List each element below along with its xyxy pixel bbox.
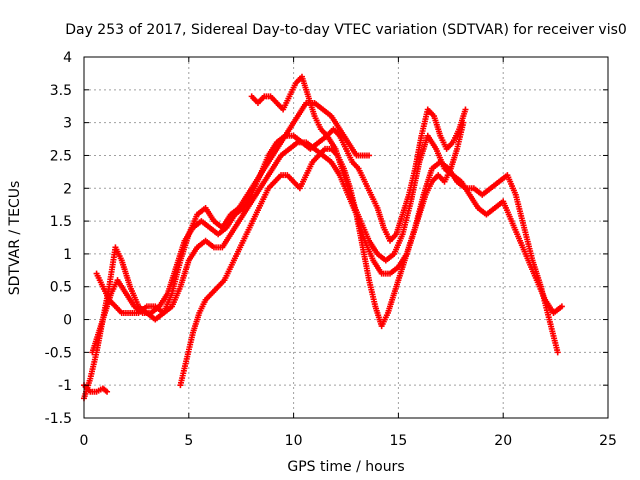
data-point [558, 303, 565, 310]
y-tick-label: 0 [63, 313, 72, 329]
x-tick-label: 0 [80, 433, 89, 449]
axis-ticks: 0 5 10 15 20 25 -1.5 -1 -0.5 0 0.5 1 1.5 2 2.5 3 3.5 4 [45, 50, 617, 449]
y-tick-label: 1.5 [50, 214, 72, 230]
y-tick-label: -0.5 [45, 345, 72, 361]
y-tick-label: 2.5 [50, 148, 72, 164]
y-tick-label: 4 [63, 50, 72, 66]
y-tick-label: -1 [58, 378, 72, 394]
series-track-3 [93, 139, 561, 356]
x-tick-label: 25 [599, 433, 617, 449]
x-tick-label: 10 [285, 433, 303, 449]
data-point [366, 152, 373, 159]
y-tick-label: 1 [63, 247, 72, 263]
y-tick-label: -1.5 [45, 411, 72, 427]
x-tick-label: 20 [494, 433, 512, 449]
y-tick-label: 2 [63, 181, 72, 197]
data-point [104, 388, 111, 395]
data-point [462, 106, 469, 113]
x-axis-label: GPS time / hours [287, 459, 404, 475]
data-point [554, 349, 561, 356]
series-track-4 [177, 119, 467, 389]
y-tick-label: 3 [63, 116, 72, 132]
chart-title: Day 253 of 2017, Sidereal Day-to-day VTE… [65, 22, 627, 38]
y-axis-label: SDTVAR / TECUs [7, 181, 23, 296]
series-track-2 [89, 132, 565, 356]
y-tick-label: 0.5 [50, 280, 72, 296]
plot-frame [83, 56, 609, 419]
x-tick-label: 5 [184, 433, 193, 449]
series-track-5 [248, 73, 469, 244]
data-points [81, 73, 565, 402]
y-tick-label: 3.5 [50, 83, 72, 99]
x-tick-label: 15 [389, 433, 407, 449]
grid-lines [84, 57, 608, 418]
series-track-6 [81, 382, 111, 395]
series-track-1 [81, 99, 373, 402]
